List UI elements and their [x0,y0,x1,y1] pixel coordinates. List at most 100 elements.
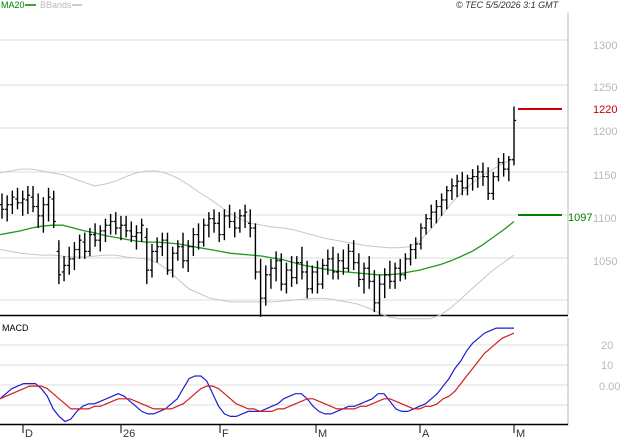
price-bar [392,262,398,289]
price-bar [501,153,506,177]
x-tick-label: M [516,428,525,440]
price-bar [206,212,212,238]
price-bar [222,209,227,241]
price-grid [0,39,568,301]
price-bar [439,193,444,216]
price-bar [449,178,455,200]
price-bar [118,215,124,241]
price-bar [434,199,439,224]
price-bar [10,190,15,214]
price-bar [361,262,367,294]
macd-title: MACD [2,323,29,333]
price-bar [320,258,325,289]
price-bar [92,223,98,247]
price-bar [279,253,284,291]
y-tick-label: 1300 [593,40,617,52]
y-tick-label: 1200 [593,126,617,138]
price-bar [413,237,418,259]
price-bar [30,185,36,213]
price-bar [398,258,403,282]
price-bar [144,228,150,285]
legend-ma20: MA20 [1,0,25,10]
bb-lower-line [0,249,515,320]
price-bar [217,212,222,243]
price-bar [330,246,336,280]
price-bar [67,246,72,275]
price-bar [480,162,486,186]
y-tick-label: 1250 [593,82,617,94]
price-bar [429,204,434,229]
price-bar [20,190,25,216]
price-bar [470,169,475,191]
price-bar [491,171,496,200]
price-bar [506,156,512,182]
last-price-label: 1220 [593,104,617,116]
price-bar [304,260,310,299]
price-bar [56,240,62,285]
price-bar [123,215,129,238]
price-bar [61,256,67,282]
price-bar [351,240,356,271]
x-tick-label: A [422,428,430,440]
price-bar [263,265,268,306]
x-tick-label: D [25,428,33,440]
price-bar [454,174,460,198]
price-bar [382,268,387,299]
price-bar [253,223,258,280]
price-bar [72,242,77,271]
macd-y-axis: 20 10 0.00 [599,340,620,393]
price-bar [149,243,155,278]
price-bar [496,157,501,182]
price-bar [77,234,82,259]
price-bar [201,218,206,247]
price-bar [196,223,201,250]
x-tick-label: F [222,428,229,440]
y-tick-label: 1100 [593,213,617,225]
price-bar [180,232,186,269]
x-tick-label: 26 [123,428,135,440]
signal-line [0,332,515,412]
price-bar [185,240,191,272]
price-bar [41,197,46,233]
price-bar [160,232,165,257]
y-tick-label: 1150 [593,170,617,182]
price-bar [377,274,382,315]
price-bar [315,260,320,294]
price-bar [0,193,5,219]
price-bar [139,218,144,243]
price-bar [423,214,429,235]
price-bar [25,185,31,214]
ma20-line [0,220,515,276]
price-bar [51,190,56,229]
x-axis: D 26 F M A M [22,424,525,440]
price-bar [36,193,41,229]
price-bar [242,204,248,229]
price-bar [366,256,372,289]
price-bar [248,209,253,238]
price-bar [87,228,93,257]
price-bar [170,246,175,278]
price-bar [341,249,346,275]
price-bar [134,225,139,250]
price-bar [294,256,299,285]
price-bar [273,251,279,282]
price-bar [387,260,393,289]
price-bar [356,253,362,287]
price-bar [129,221,134,243]
price-bar [511,106,517,166]
price-bar [475,165,480,188]
price-bar [211,209,217,233]
price-bar [191,228,196,257]
price-bar [403,253,408,280]
macd-tick-label: 10 [601,360,613,372]
price-bar [154,237,160,263]
price-bar [4,195,10,222]
price-bar [108,214,113,235]
ma20-value-label: 1097 [568,212,592,224]
macd-line [0,327,514,423]
price-bar [232,212,237,238]
price-bar [268,258,274,289]
price-bar [485,167,491,200]
price-bar [258,258,263,317]
price-bar [408,243,413,266]
